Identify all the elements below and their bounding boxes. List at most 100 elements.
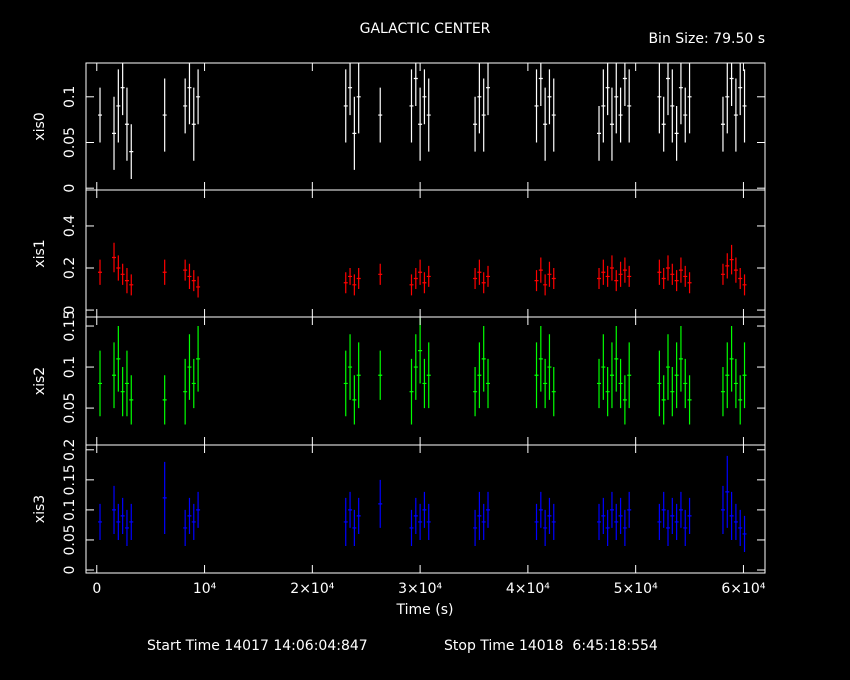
error-bar xyxy=(481,272,486,294)
error-bar xyxy=(614,326,619,392)
error-bar xyxy=(683,87,688,143)
error-bar xyxy=(609,342,614,409)
error-bar xyxy=(551,503,556,540)
error-bar xyxy=(738,375,743,425)
error-bar xyxy=(601,259,606,285)
error-bar xyxy=(670,367,675,417)
error-bar xyxy=(352,274,357,296)
y-tick-label: 0.05 xyxy=(62,524,78,555)
error-bar xyxy=(129,503,134,540)
error-bar xyxy=(473,96,478,152)
error-bar xyxy=(666,255,670,281)
error-bar xyxy=(116,255,121,281)
error-bar xyxy=(116,69,121,143)
error-bar xyxy=(605,367,610,417)
error-bar xyxy=(413,497,418,534)
error-bar xyxy=(733,503,738,540)
error-bar xyxy=(187,334,192,400)
error-bar xyxy=(191,358,196,409)
error-bar xyxy=(605,509,610,546)
y-tick-label: 0.15 xyxy=(62,464,78,495)
error-bar xyxy=(348,63,353,116)
error-bar xyxy=(162,375,167,425)
y-tick-label: 0.2 xyxy=(62,439,78,461)
error-bar xyxy=(356,497,361,534)
error-bar xyxy=(120,497,125,534)
error-bar xyxy=(162,78,167,152)
bin-size: Bin Size: 79.50 s xyxy=(648,31,765,47)
chart-title: GALACTIC CENTER xyxy=(360,21,491,37)
error-bar xyxy=(413,63,418,106)
error-bar xyxy=(486,63,491,116)
error-bar xyxy=(742,515,747,552)
error-bar xyxy=(352,509,357,546)
y-tick-label: 0.05 xyxy=(62,392,78,423)
error-bar xyxy=(618,497,623,534)
x-tick-label: 3×10⁴ xyxy=(398,581,442,597)
panel-data xyxy=(98,455,747,552)
error-bar xyxy=(191,503,196,540)
y-tick-label: 0 xyxy=(62,184,78,193)
error-bar xyxy=(670,69,675,143)
error-bar xyxy=(538,63,543,106)
error-bar xyxy=(409,358,414,425)
error-bar xyxy=(98,350,103,417)
error-bar xyxy=(543,274,548,296)
y-tick-label: 0.4 xyxy=(62,215,78,237)
error-bar xyxy=(196,69,201,125)
error-bar xyxy=(622,63,627,106)
error-bar xyxy=(733,78,738,152)
error-bar xyxy=(422,272,427,294)
error-bar xyxy=(661,375,666,425)
error-bar xyxy=(356,268,361,290)
error-bar xyxy=(534,69,539,143)
error-bar xyxy=(720,96,725,152)
error-bar xyxy=(733,358,738,409)
error-bar xyxy=(674,503,679,540)
error-bar xyxy=(343,497,348,546)
panel-data xyxy=(98,63,747,180)
error-bar xyxy=(473,367,478,417)
error-bar xyxy=(352,96,357,170)
y-tick-label: 0 xyxy=(62,566,78,575)
error-bar xyxy=(162,461,167,534)
error-bar xyxy=(409,509,414,546)
error-bar xyxy=(98,503,103,540)
error-bar xyxy=(601,69,606,143)
x-tick-label: 2×10⁴ xyxy=(290,581,334,597)
error-bar xyxy=(183,259,188,281)
error-bar xyxy=(657,259,662,285)
error-bar xyxy=(547,497,552,534)
error-bar xyxy=(674,105,679,161)
x-axis-label: Time (s) xyxy=(396,602,454,618)
x-tick-label: 6×10⁴ xyxy=(721,581,765,597)
error-bar xyxy=(378,87,383,143)
error-bar xyxy=(605,63,610,116)
stop-time: Stop Time 14018 6:45:18:554 xyxy=(444,638,658,654)
error-bar xyxy=(481,326,486,392)
error-bar xyxy=(547,334,552,400)
y-tick-label: 0.05 xyxy=(62,127,78,158)
error-bar xyxy=(477,491,482,540)
error-bar xyxy=(627,69,632,143)
error-bar xyxy=(481,503,486,540)
error-bar xyxy=(614,63,619,134)
error-bar xyxy=(481,78,486,152)
error-bar xyxy=(183,509,188,546)
error-bar xyxy=(356,342,361,409)
error-bar xyxy=(129,124,134,180)
error-bar xyxy=(666,63,670,116)
error-bar xyxy=(543,358,548,409)
error-bar xyxy=(683,358,688,409)
error-bar xyxy=(627,342,632,409)
error-bar xyxy=(486,491,491,528)
error-bar xyxy=(413,334,418,400)
error-bar xyxy=(678,491,683,528)
x-tick-label: 5×10⁴ xyxy=(614,581,658,597)
error-bar xyxy=(477,342,482,409)
error-bar xyxy=(426,503,431,540)
error-bar xyxy=(426,78,431,152)
error-bar xyxy=(670,263,675,285)
error-bar xyxy=(98,259,103,285)
error-bar xyxy=(725,253,730,279)
